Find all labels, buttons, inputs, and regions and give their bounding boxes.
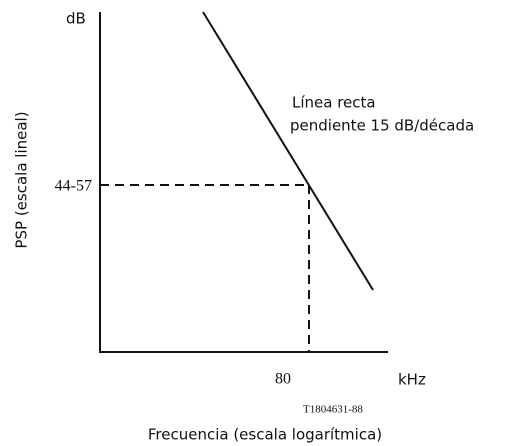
y-marker: 44-57 xyxy=(55,178,92,195)
annotation-line: pendiente 15 dB/década xyxy=(290,117,474,135)
x-label: Frecuencia (escala logarítmica) xyxy=(148,426,382,444)
figure-id: T1804631-88 xyxy=(303,404,363,416)
y-label: PSP (escala lineal) xyxy=(13,111,31,248)
annotation-line: Línea recta xyxy=(292,94,376,112)
x-marker: 80 xyxy=(275,371,291,388)
y-unit: dB xyxy=(66,10,86,28)
x-unit: kHz xyxy=(398,371,426,389)
slope-line xyxy=(202,11,374,291)
